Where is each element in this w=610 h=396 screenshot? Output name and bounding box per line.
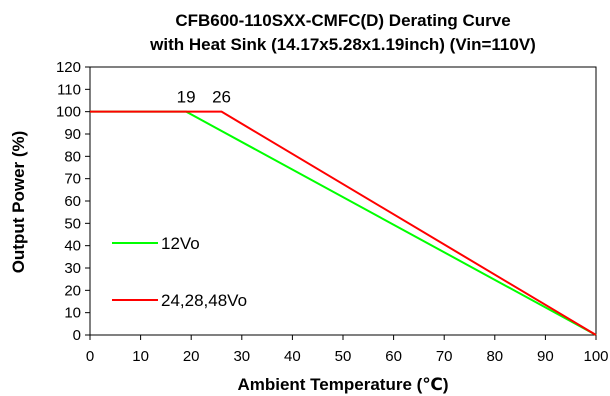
x-axis-label: Ambient Temperature (℃) — [237, 375, 448, 394]
annotation-layer: 19 26 — [177, 88, 231, 107]
x-tick-label: 80 — [486, 348, 503, 365]
legend: 12Vo 24,28,48Vo — [112, 234, 247, 310]
y-tick-label: 60 — [64, 193, 81, 210]
series-line-24-28-48vo — [90, 110, 597, 336]
annotation-label: 26 — [212, 88, 231, 107]
legend-label-12vo: 12Vo — [161, 234, 200, 253]
y-axis-ticks: 0 10 20 30 40 50 60 70 80 90 100 110 120 — [56, 59, 90, 344]
x-tick-label: 60 — [385, 348, 402, 365]
x-tick-label: 70 — [436, 348, 453, 365]
x-tick-label: 90 — [537, 348, 554, 365]
x-tick-label: 10 — [132, 348, 149, 365]
series-layer — [90, 110, 597, 336]
y-tick-label: 0 — [73, 327, 81, 344]
x-tick-label: 0 — [86, 348, 94, 365]
y-tick-label: 50 — [64, 215, 81, 232]
y-tick-label: 90 — [64, 126, 81, 143]
y-tick-label: 100 — [56, 104, 81, 121]
x-tick-label: 40 — [284, 348, 301, 365]
annotation-label: 19 — [177, 88, 196, 107]
x-tick-label: 30 — [233, 348, 250, 365]
x-tick-label: 100 — [583, 348, 608, 365]
legend-label-24-28-48vo: 24,28,48Vo — [161, 291, 247, 310]
y-tick-label: 20 — [64, 282, 81, 299]
y-tick-label: 10 — [64, 305, 81, 322]
chart-title-line-2: with Heat Sink (14.17x5.28x1.19inch) (Vi… — [149, 35, 536, 54]
chart-title-line-1: CFB600-110SXX-CMFC(D) Derating Curve — [175, 11, 510, 30]
x-tick-label: 50 — [335, 348, 352, 365]
y-tick-label: 70 — [64, 171, 81, 188]
y-tick-label: 30 — [64, 260, 81, 277]
y-tick-label: 110 — [57, 81, 81, 98]
y-tick-label: 80 — [64, 148, 81, 165]
x-axis-ticks: 0 10 20 30 40 50 60 70 80 90 100 — [86, 335, 609, 365]
y-tick-label: 40 — [64, 238, 81, 255]
x-tick-label: 20 — [183, 348, 200, 365]
y-tick-label: 120 — [56, 59, 81, 76]
y-axis-label: Output Power (%) — [9, 131, 28, 274]
